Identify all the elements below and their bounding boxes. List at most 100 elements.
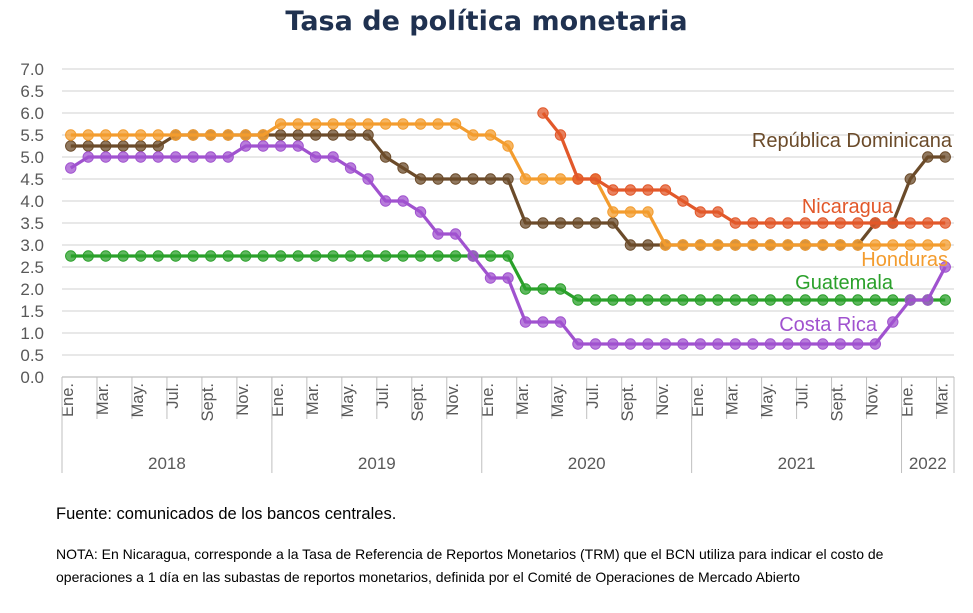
y-tick-label: 1.5 [20,302,44,321]
data-point [677,338,689,350]
data-point [65,140,77,152]
data-point [309,129,322,141]
data-point [152,140,164,152]
data-point [222,129,234,141]
y-tick-label: 3.0 [20,236,44,255]
data-point [834,294,847,306]
data-point [817,294,829,306]
data-point [274,129,287,141]
x-month-label: Ene. [59,383,77,417]
data-point [607,294,619,306]
data-point [852,338,864,350]
data-point [607,206,619,218]
series-label: Guatemala [795,272,894,294]
data-point [117,250,129,262]
data-point [292,140,304,152]
data-point [817,239,829,251]
data-point [764,239,777,251]
data-point [869,294,881,306]
data-point [694,338,707,350]
data-point [239,129,252,141]
data-point [729,239,742,251]
data-point [659,184,672,196]
data-point [904,217,916,229]
data-point [344,162,357,174]
data-point [712,206,724,218]
data-point [659,294,672,306]
data-point [642,239,654,251]
data-point [729,294,742,306]
data-point [694,239,707,251]
x-month-label: Sept. [619,383,637,422]
data-point [484,250,497,262]
data-point [484,173,497,185]
y-tick-label: 2.5 [20,258,44,277]
data-point [589,338,602,350]
x-year-label: 2021 [778,454,816,473]
series-label: Honduras [861,249,948,271]
data-point [537,283,549,295]
x-month-label: Sept. [409,383,427,422]
data-point [379,195,392,207]
data-point [82,151,94,163]
data-point [624,294,637,306]
data-point [869,338,881,350]
data-point [152,250,164,262]
x-month-label: Nov. [234,383,252,416]
x-month-label: Ene. [269,383,287,417]
y-tick-label: 5.5 [20,126,44,145]
x-month-label: May. [759,383,777,418]
data-point [502,173,514,185]
data-point [782,294,794,306]
data-point [887,239,899,251]
data-point [187,129,199,141]
data-point [467,129,479,141]
data-point [799,217,812,229]
x-month-label: Mar. [514,383,532,415]
data-point [537,217,549,229]
data-point [519,173,532,185]
line-chart: 0.0 0.5 1.0 1.5 2.0 2.5 3.0 3.5 4.0 4.5 5.0 5.5 6.0 6… [20,60,955,473]
series-label: Costa Rica [779,314,878,336]
data-point [274,140,287,152]
data-point [572,294,584,306]
y-tick-label: 7.0 [20,60,44,79]
data-point [257,250,269,262]
x-year-label: 2020 [568,454,606,473]
x-year-label: 2019 [358,454,396,473]
data-point [379,250,392,262]
data-point [204,250,217,262]
data-point [887,294,899,306]
y-tick-label: 2.0 [20,280,44,299]
data-point [65,250,77,262]
series-label: República Dominicana [752,130,953,152]
data-point [554,316,567,328]
data-point [659,338,672,350]
data-point [309,118,322,130]
x-month-label: Mar. [934,383,952,415]
y-tick-label: 4.0 [20,192,44,211]
data-point [589,294,602,306]
data-point [624,239,637,251]
y-tick-label: 5.0 [20,148,44,167]
data-point [432,118,444,130]
data-point [397,250,409,262]
x-month-label: Mar. [304,383,322,415]
data-point [677,195,689,207]
data-point [712,338,724,350]
data-point [449,228,462,240]
data-point [589,217,602,229]
data-point [292,250,304,262]
x-month-label: Jul. [164,383,182,409]
x-year-label: 2018 [148,454,186,473]
data-point [257,140,269,152]
data-point [939,151,951,163]
data-point [309,250,322,262]
data-point [642,184,654,196]
data-point [327,118,339,130]
data-point [292,129,304,141]
x-month-label: Ene. [899,383,917,417]
data-point [100,129,112,141]
data-point [939,217,951,229]
data-point [187,151,199,163]
